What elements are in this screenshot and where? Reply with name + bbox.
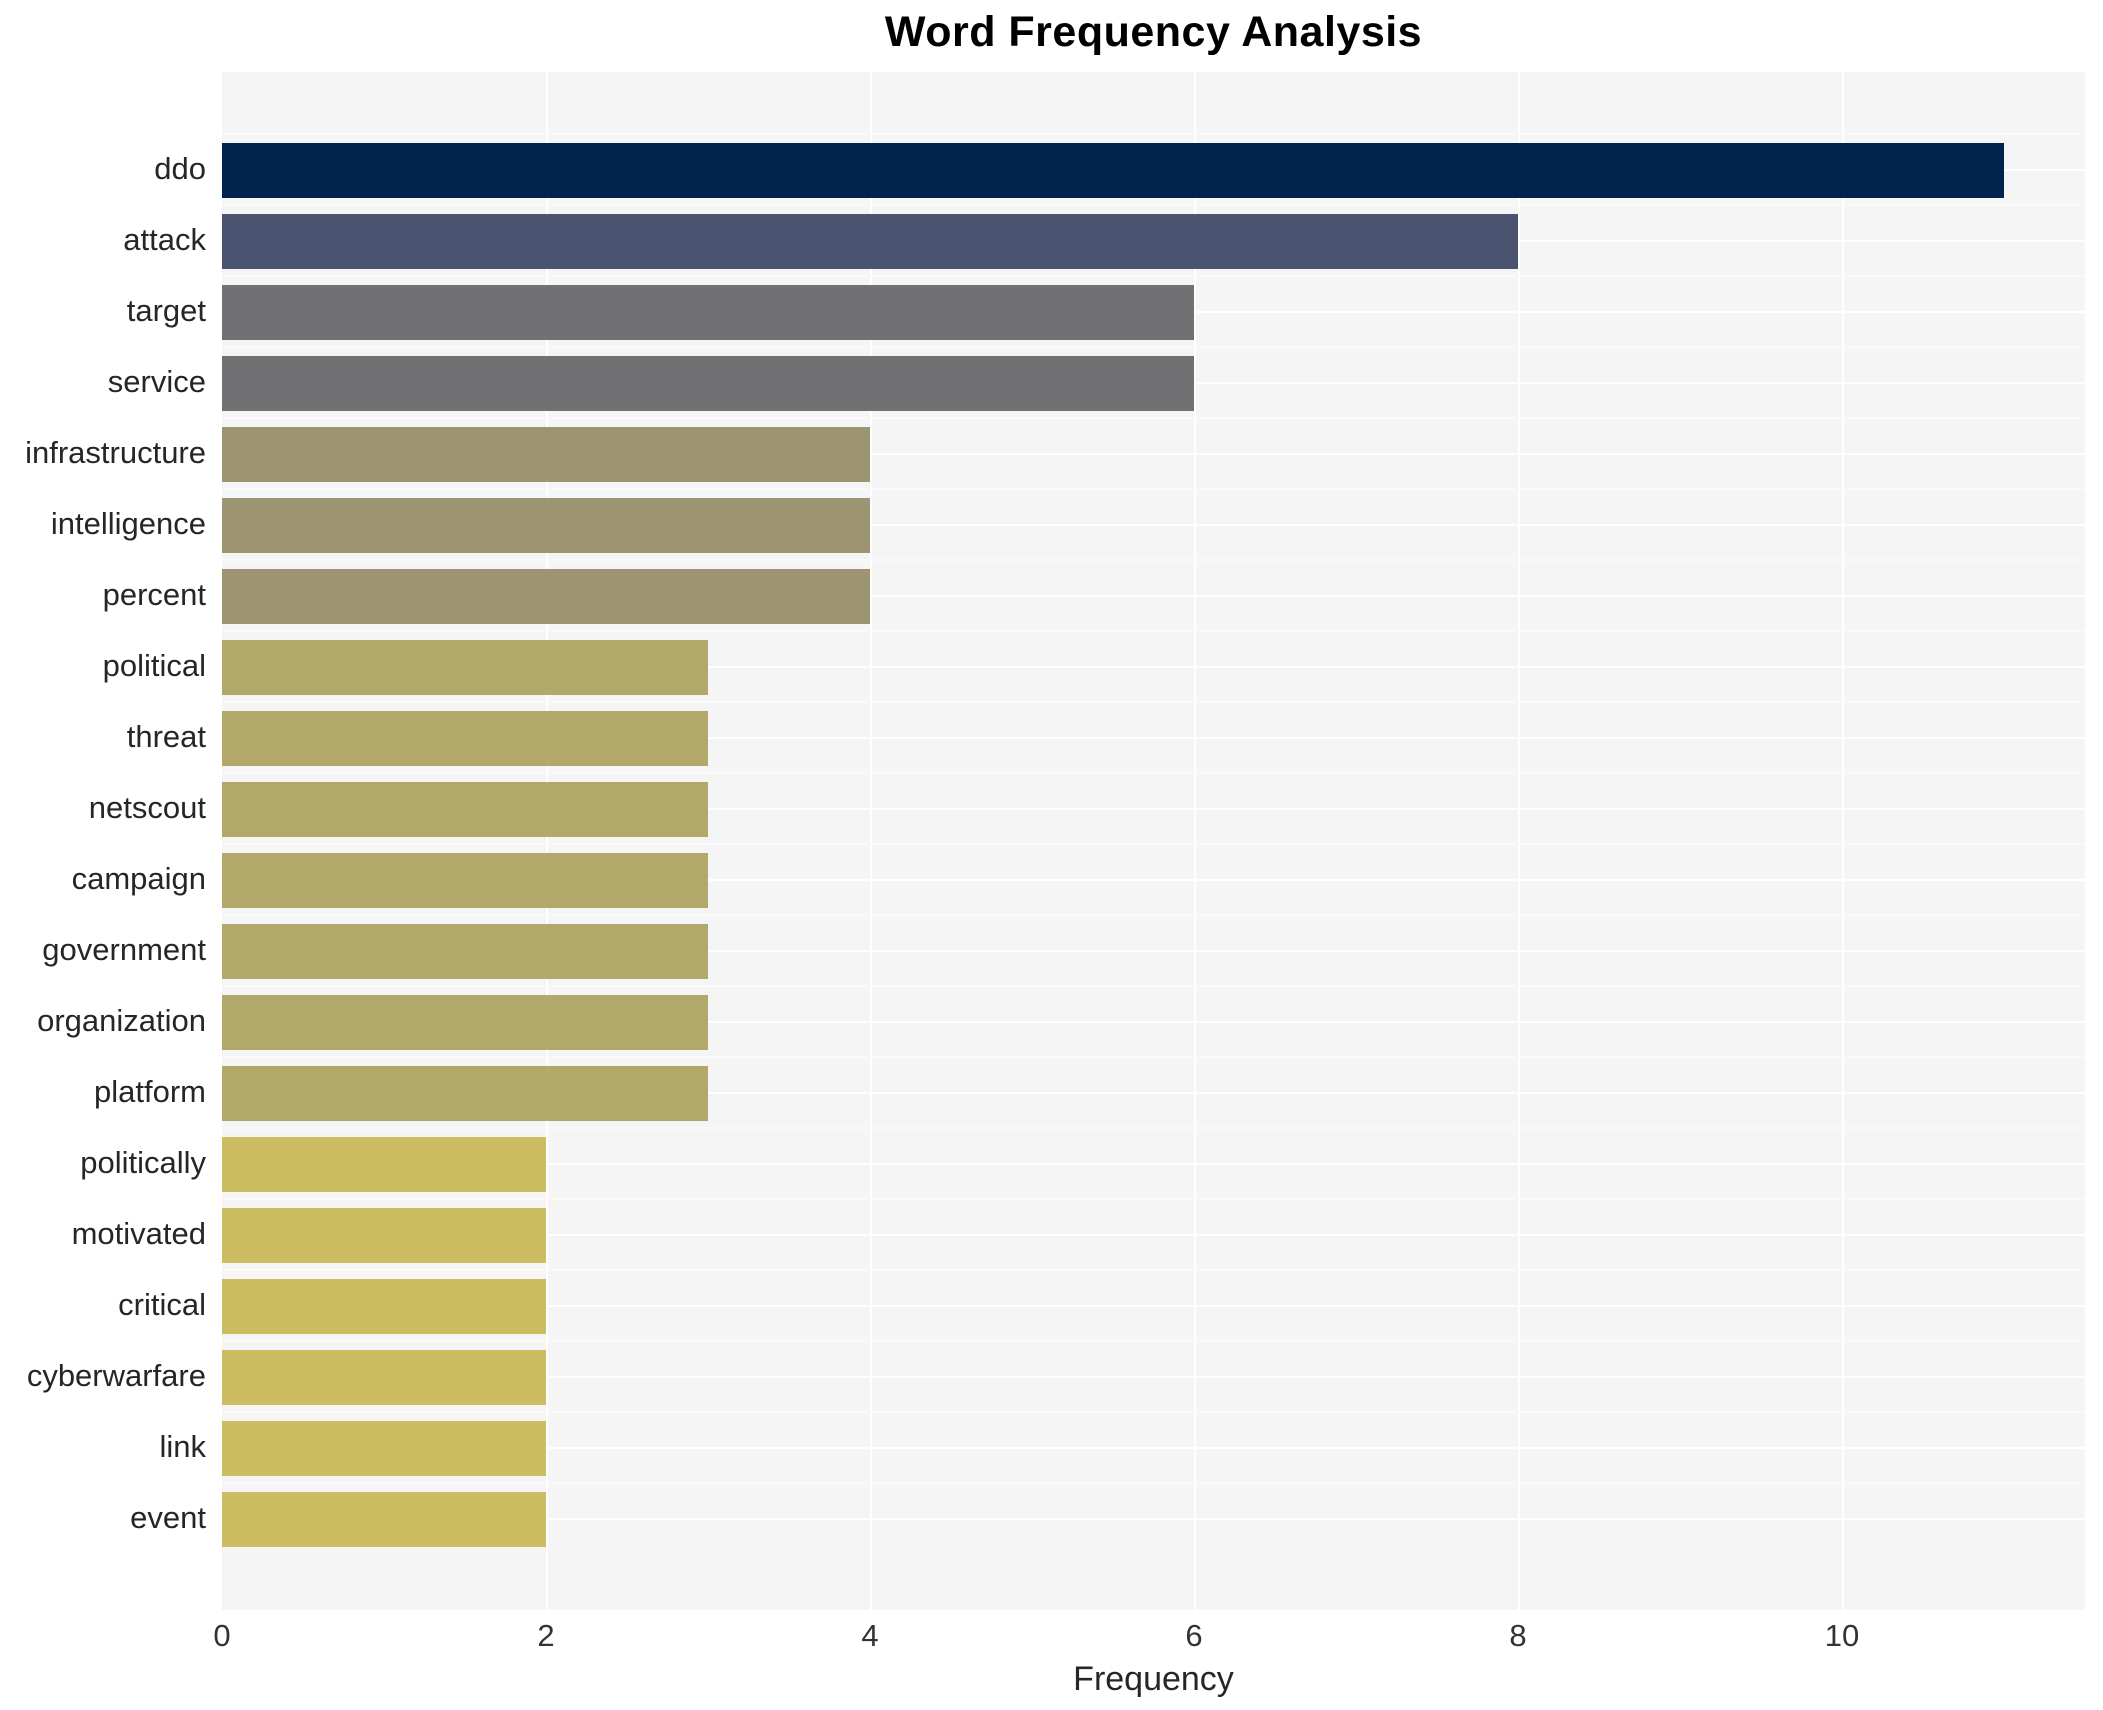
frequency-bar-critical (222, 1279, 546, 1334)
category-label: critical (118, 1287, 206, 1322)
x-tick-label: 2 (537, 1618, 555, 1653)
frequency-bar-infrastructure (222, 427, 870, 482)
category-label: politically (80, 1145, 206, 1180)
bar-row (222, 985, 2085, 1056)
x-tick-label: 6 (1185, 1618, 1203, 1653)
category-label: cyberwarfare (26, 1358, 206, 1393)
bar-row (222, 275, 2085, 346)
category-label: threat (126, 719, 206, 754)
category-label: government (42, 932, 206, 967)
bar-row (222, 1056, 2085, 1127)
category-label: infrastructure (25, 435, 206, 470)
bar-row (222, 1482, 2085, 1553)
bar-row (222, 701, 2085, 772)
gridline (1518, 72, 1520, 1610)
bar-row (222, 1340, 2085, 1411)
bar-row (222, 1198, 2085, 1269)
frequency-bar-attack (222, 214, 1518, 269)
category-label: political (102, 648, 206, 683)
frequency-bar-political (222, 640, 708, 695)
frequency-bar-platform (222, 1066, 708, 1121)
gridline (546, 72, 548, 1610)
bar-row (222, 417, 2085, 488)
bar-row (222, 559, 2085, 630)
bar-row (222, 843, 2085, 914)
x-tick-label: 4 (861, 1618, 879, 1653)
gridline (1194, 72, 1196, 1610)
category-label: platform (94, 1074, 206, 1109)
frequency-bar-link (222, 1421, 546, 1476)
y-axis-labels: ddo attack target service infrastructure inte… (0, 133, 206, 1553)
category-label: motivated (71, 1216, 206, 1251)
bar-row (222, 133, 2085, 204)
category-label: percent (102, 577, 206, 612)
category-label: event (130, 1500, 206, 1535)
bar-row (222, 772, 2085, 843)
bar-row (222, 1411, 2085, 1482)
bar-rows (222, 133, 2085, 1553)
x-tick-label: 10 (1824, 1618, 1860, 1653)
plot-area (222, 72, 2085, 1610)
frequency-bar-politically (222, 1137, 546, 1192)
frequency-bar-motivated (222, 1208, 546, 1263)
frequency-bar-percent (222, 569, 870, 624)
category-label: ddo (154, 151, 206, 186)
gridline (870, 72, 872, 1610)
bar-row (222, 914, 2085, 985)
category-label: netscout (88, 790, 206, 825)
category-label: attack (123, 222, 206, 257)
bar-row (222, 630, 2085, 701)
bar-row (222, 1269, 2085, 1340)
category-label: organization (37, 1003, 206, 1038)
frequency-bar-organization (222, 995, 708, 1050)
bar-row (222, 346, 2085, 417)
frequency-bar-event (222, 1492, 546, 1547)
bar-row (222, 204, 2085, 275)
gridline (1842, 72, 1844, 1610)
frequency-bar-threat (222, 711, 708, 766)
bar-row (222, 488, 2085, 559)
x-tick-label: 0 (213, 1618, 231, 1653)
frequency-bar-service (222, 356, 1194, 411)
frequency-bar-ddo (222, 143, 2004, 198)
frequency-bar-netscout (222, 782, 708, 837)
x-tick-label: 8 (1509, 1618, 1527, 1653)
frequency-bar-target (222, 285, 1194, 340)
frequency-bar-intelligence (222, 498, 870, 553)
x-axis-label: Frequency (1073, 1660, 1234, 1698)
category-label: campaign (71, 861, 206, 896)
chart-title: Word Frequency Analysis (884, 8, 1423, 56)
category-label: target (126, 293, 206, 328)
frequency-bar-cyberwarfare (222, 1350, 546, 1405)
bar-row (222, 1127, 2085, 1198)
x-axis-ticks: 0 2 4 6 8 10 (213, 1618, 2085, 1658)
category-label: intelligence (50, 506, 206, 541)
category-label: service (107, 364, 206, 399)
frequency-bar-government (222, 924, 708, 979)
frequency-bar-campaign (222, 853, 708, 908)
category-label: link (159, 1429, 206, 1464)
